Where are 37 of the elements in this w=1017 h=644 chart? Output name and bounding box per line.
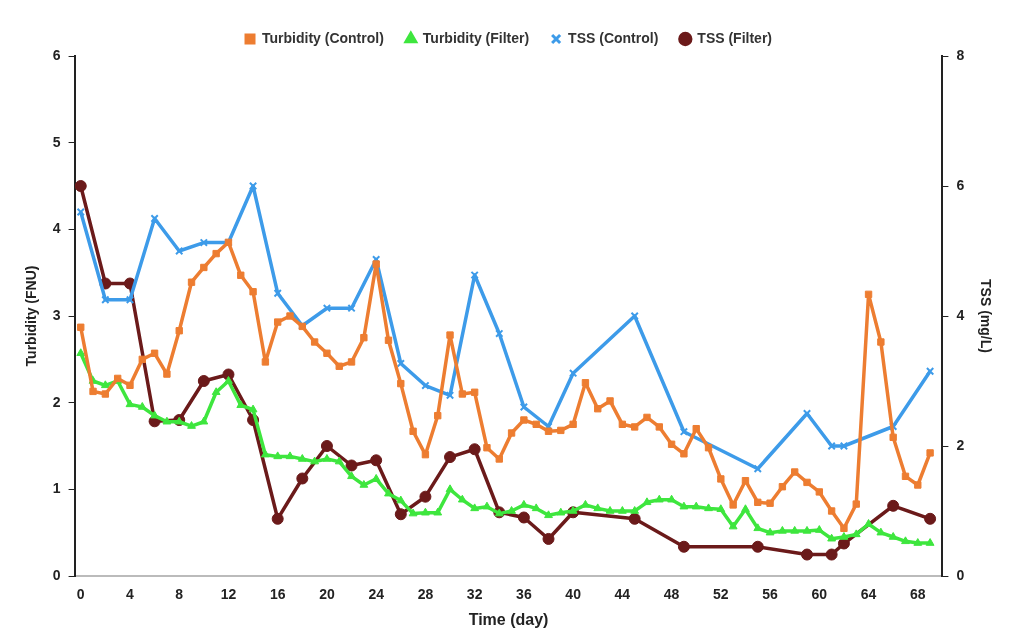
y-tick-label: 0	[52, 566, 61, 583]
y-tick-label: 5	[52, 133, 61, 150]
x-tick-label: 28	[417, 586, 434, 603]
y2-tick-label: 0	[956, 566, 965, 583]
y2-axis-title: TSS (mg/L)	[977, 279, 994, 353]
y-tick-label: 4	[52, 220, 61, 237]
x-tick-label: 68	[910, 586, 926, 603]
legend-label: Turbidity (Filter)	[422, 29, 530, 46]
x-tick-label: 16	[269, 586, 286, 603]
y-tick-label: 6	[52, 46, 61, 63]
x-tick-label: 8	[175, 586, 184, 603]
x-tick-label: 36	[516, 586, 532, 603]
y-axis-title: Turbidity (FNU)	[23, 265, 40, 367]
x-axis-title: Time (day)	[468, 610, 549, 628]
y-tick-label: 1	[52, 480, 61, 497]
x-tick-label: 56	[762, 586, 779, 603]
legend-label: Turbidity (Control)	[262, 29, 384, 46]
x-tick-label: 48	[663, 586, 680, 603]
legend-label: TSS (Filter)	[697, 29, 772, 46]
x-tick-label: 20	[319, 586, 335, 603]
y2-tick-label: 6	[956, 176, 965, 193]
x-tick-label: 0	[76, 586, 85, 603]
x-tick-label: 64	[860, 586, 877, 603]
y-tick-label: 2	[52, 393, 61, 410]
y-tick-label: 3	[52, 306, 61, 323]
y2-tick-label: 8	[956, 46, 965, 63]
x-tick-label: 40	[565, 586, 582, 603]
x-tick-label: 12	[220, 586, 237, 603]
x-tick-label: 52	[713, 586, 729, 603]
y2-tick-label: 2	[956, 436, 965, 453]
x-tick-label: 4	[126, 586, 135, 603]
x-tick-label: 60	[811, 586, 828, 603]
x-tick-label: 32	[466, 586, 483, 603]
x-tick-label: 44	[614, 586, 631, 603]
y2-tick-label: 4	[956, 306, 965, 323]
legend-label: TSS (Control)	[568, 29, 659, 46]
x-tick-label: 24	[368, 586, 385, 603]
